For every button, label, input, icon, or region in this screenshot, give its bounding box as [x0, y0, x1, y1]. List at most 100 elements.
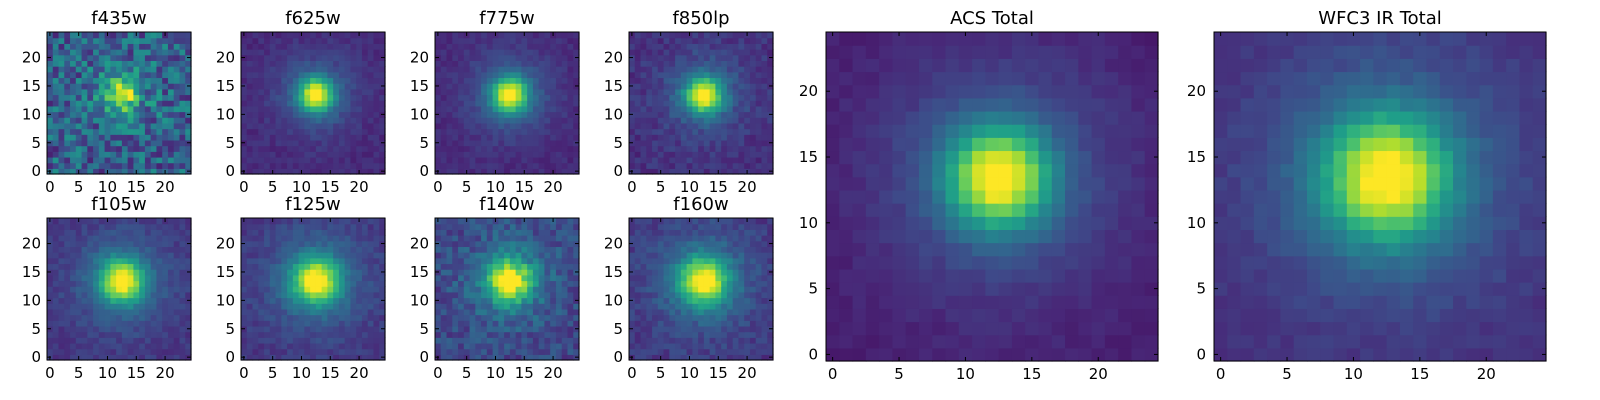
heatmap-cell	[521, 66, 528, 73]
heatmap-cell	[275, 128, 282, 135]
heatmap-cell	[686, 337, 693, 344]
heatmap-cell	[104, 308, 111, 316]
heatmap-cell	[264, 331, 271, 338]
heatmap-cell	[652, 325, 659, 333]
heatmap-cell	[732, 111, 740, 118]
heatmap-cell	[555, 71, 563, 79]
heatmap-cell	[150, 162, 158, 169]
heatmap-cell	[98, 43, 106, 50]
heatmap-cell	[373, 223, 380, 230]
heatmap-cell	[292, 331, 300, 338]
heatmap-cell	[264, 83, 271, 90]
heatmap-cell	[298, 134, 305, 141]
y-tick-label: 15	[216, 263, 235, 281]
heatmap-cell	[110, 100, 117, 107]
heatmap-cell	[567, 325, 574, 333]
heatmap-cell	[481, 308, 488, 316]
heatmap-cell	[446, 274, 453, 282]
heatmap-cell	[298, 257, 305, 265]
heatmap-cell	[527, 43, 534, 50]
heatmap-cell	[246, 257, 254, 265]
heatmap-cell	[156, 291, 163, 299]
heatmap-cell	[634, 100, 642, 107]
heatmap-cell	[327, 145, 334, 152]
heatmap-cell	[732, 117, 740, 124]
heatmap-cell	[246, 240, 254, 247]
heatmap-cell	[544, 269, 551, 276]
heatmap-cell	[498, 71, 505, 79]
heatmap-cell	[162, 291, 169, 299]
heatmap-cell	[179, 252, 186, 259]
heatmap-cell	[173, 71, 181, 79]
heatmap-cell	[640, 88, 647, 96]
heatmap-cell	[538, 218, 546, 225]
heatmap-cell	[246, 60, 254, 67]
heatmap-cell	[87, 49, 94, 56]
heatmap-cell	[504, 337, 511, 344]
heatmap-cell	[350, 156, 357, 164]
heatmap-cell	[561, 223, 569, 230]
heatmap-cell	[356, 263, 363, 270]
heatmap-cell	[435, 342, 442, 350]
heatmap-cell	[252, 71, 259, 79]
heatmap-cell	[755, 139, 763, 147]
heatmap-cell	[70, 308, 77, 316]
heatmap-cell	[703, 320, 711, 327]
heatmap-cell	[544, 66, 551, 73]
heatmap-cell	[87, 128, 94, 135]
heatmap-cell	[680, 117, 688, 124]
heatmap-cell	[150, 325, 158, 333]
heatmap-cell	[64, 134, 71, 141]
axes-frame	[46, 31, 192, 175]
heatmap-cell	[561, 229, 569, 236]
heatmap-cell	[640, 286, 647, 293]
heatmap-cell	[81, 303, 88, 310]
heatmap-cell	[185, 348, 192, 355]
heatmap-cell	[264, 303, 271, 310]
heatmap-cell	[440, 263, 448, 270]
heatmap-cell	[555, 100, 563, 107]
heatmap-cell	[321, 128, 328, 135]
heatmap-cell	[532, 128, 540, 135]
heatmap-cell	[521, 162, 528, 169]
heatmap-cell	[646, 297, 653, 304]
heatmap-cell	[361, 111, 369, 118]
heatmap-cell	[567, 342, 574, 350]
heatmap-cell	[657, 49, 665, 56]
heatmap-cell	[310, 105, 317, 113]
heatmap-cell	[492, 111, 499, 118]
heatmap-cell	[281, 49, 288, 56]
heatmap-cell	[703, 49, 711, 56]
heatmap-cell	[663, 54, 670, 61]
heatmap-cell	[435, 71, 442, 79]
heatmap-cell	[367, 100, 375, 107]
heatmap-cell	[139, 60, 146, 67]
heatmap-cell	[646, 83, 653, 90]
heatmap-cell	[486, 303, 494, 310]
heatmap-cell	[703, 100, 711, 107]
heatmap-cell	[663, 314, 670, 321]
heatmap-cell	[70, 218, 77, 225]
heatmap-cell	[481, 240, 488, 247]
heatmap-cell	[527, 303, 534, 310]
heatmap-cell	[327, 331, 334, 338]
heatmap-cell	[458, 354, 465, 361]
heatmap-cell	[264, 139, 271, 147]
heatmap-cell	[98, 100, 106, 107]
heatmap-cell	[680, 43, 688, 50]
heatmap-cell	[761, 162, 768, 169]
heatmap-cell	[361, 348, 369, 355]
heatmap-cell	[269, 88, 277, 96]
heatmap-cell	[333, 122, 340, 130]
heatmap-cell	[264, 54, 271, 61]
heatmap-cell	[110, 320, 117, 327]
heatmap-cell	[344, 269, 352, 276]
heatmap-cell	[486, 320, 494, 327]
heatmap-cell	[110, 252, 117, 259]
heatmap-cell	[744, 151, 751, 158]
heatmap-cell	[356, 100, 363, 107]
heatmap-cell	[162, 139, 169, 147]
heatmap-cell	[640, 168, 647, 175]
heatmap-cell	[555, 342, 563, 350]
heatmap-cell	[367, 71, 375, 79]
